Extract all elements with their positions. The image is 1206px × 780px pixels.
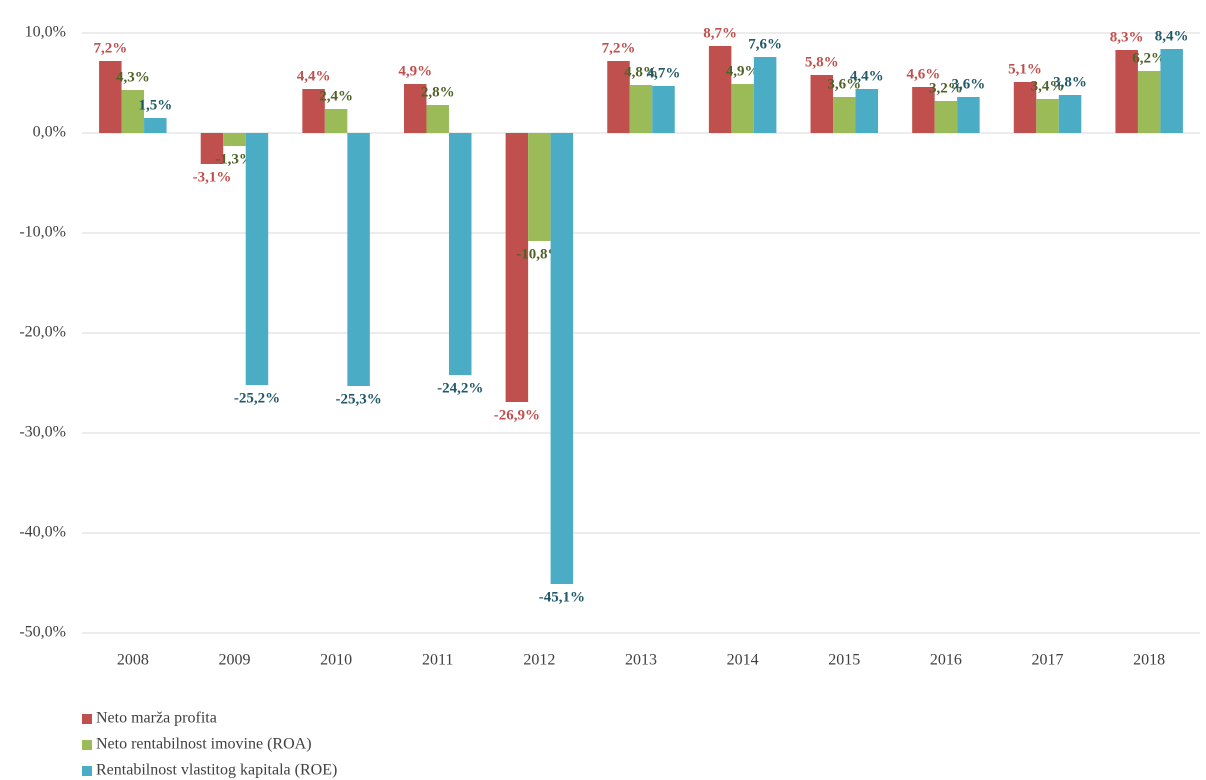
data-label: 7,2% [602, 40, 636, 56]
data-label: 8,4% [1155, 28, 1189, 44]
bar [1160, 49, 1183, 133]
bar [302, 89, 325, 133]
data-label: 7,6% [748, 36, 782, 52]
data-label: -3,1% [193, 169, 232, 185]
data-label: 4,4% [850, 68, 884, 84]
x-tick-label: 2016 [930, 652, 962, 669]
bar [810, 75, 834, 133]
data-label: 4,4% [297, 68, 331, 84]
x-tick-label: 2015 [828, 652, 860, 669]
bar [1137, 71, 1161, 133]
data-label: 5,8% [805, 54, 839, 70]
legend-swatch [82, 740, 92, 750]
bar [912, 87, 935, 133]
data-label: 4,9% [398, 63, 432, 79]
legend-swatch [82, 766, 92, 776]
data-label: -45,1% [539, 589, 585, 605]
bar [629, 85, 653, 133]
data-label: 3,4% [1031, 78, 1065, 94]
data-label: 3,2% [929, 80, 963, 96]
bar [833, 97, 856, 133]
bar [200, 133, 224, 164]
x-tick-label: 2009 [218, 652, 250, 669]
legend-label: Rentabilnost vlastitog kapitala (ROE) [96, 762, 337, 779]
y-tick-label: 0,0% [33, 124, 66, 141]
bar [607, 61, 630, 133]
bar [550, 133, 574, 584]
x-tick-label: 2013 [625, 652, 657, 669]
x-tick-label: 2012 [523, 652, 555, 669]
data-label: 1,5% [138, 97, 172, 113]
data-label: 4,3% [116, 69, 150, 85]
data-label: 2,8% [421, 84, 455, 100]
bar [245, 133, 269, 385]
bar [731, 84, 754, 133]
data-label: 7,2% [93, 40, 127, 56]
bar [505, 133, 529, 402]
bar [957, 97, 980, 133]
bar [1013, 82, 1037, 133]
x-tick-label: 2017 [1032, 652, 1064, 669]
bar [144, 118, 167, 133]
data-label: 4,7% [647, 65, 681, 81]
y-tick-label: -30,0% [19, 424, 66, 441]
data-label: 4,8% [624, 64, 658, 80]
y-tick-label: -10,0% [19, 224, 66, 241]
x-tick-label: 2008 [117, 652, 149, 669]
bar [753, 57, 777, 133]
data-label: -25,2% [234, 390, 280, 406]
data-label: 2,4% [319, 88, 353, 104]
data-label: -1,3% [215, 151, 254, 167]
bar [1058, 95, 1082, 133]
bar [448, 133, 472, 375]
x-tick-label: 2010 [320, 652, 352, 669]
data-label: 6,2% [1132, 50, 1166, 66]
data-label: 3,6% [827, 76, 861, 92]
data-label: 3,8% [1053, 74, 1087, 90]
data-label: 8,3% [1110, 29, 1144, 45]
bar [426, 105, 449, 133]
legend-label: Neto rentabilnost imovine (ROA) [96, 736, 312, 753]
bar [403, 84, 427, 133]
data-label: 4,9% [726, 63, 760, 79]
bar [855, 89, 879, 133]
legend-label: Neto marža profita [96, 710, 217, 727]
data-label: 5,1% [1008, 61, 1042, 77]
x-tick-label: 2014 [727, 652, 759, 669]
y-tick-label: 10,0% [25, 24, 66, 41]
bar [324, 109, 348, 133]
legend-swatch [82, 714, 92, 724]
data-label: 8,7% [703, 25, 737, 41]
y-tick-label: -20,0% [19, 324, 66, 341]
bar [1115, 50, 1138, 133]
bar [223, 133, 246, 146]
x-tick-label: 2018 [1133, 652, 1165, 669]
data-label: -24,2% [437, 380, 483, 396]
x-tick-label: 2011 [422, 652, 453, 669]
bar [347, 133, 370, 386]
bar [934, 101, 958, 133]
bar [708, 46, 732, 133]
bar [121, 90, 145, 133]
bar [1036, 99, 1059, 133]
data-label: -25,3% [335, 391, 381, 407]
y-tick-label: -50,0% [19, 624, 66, 641]
y-tick-label: -40,0% [19, 524, 66, 541]
data-label: 3,6% [952, 76, 986, 92]
data-label: -26,9% [494, 407, 540, 423]
data-label: 4,6% [907, 66, 941, 82]
bar [99, 61, 122, 133]
bar [652, 86, 675, 133]
bar [528, 133, 551, 241]
